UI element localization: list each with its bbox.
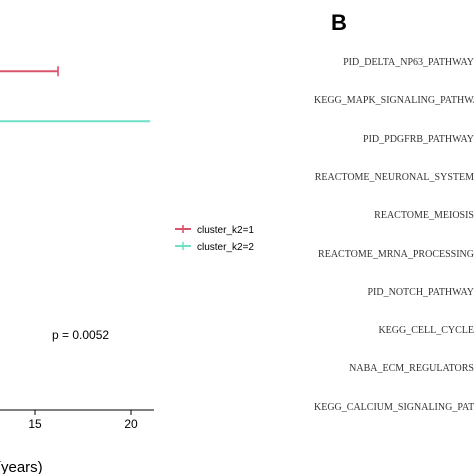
pathway-label: KEGG_CALCIUM_SIGNALING_PATHWAY: [314, 401, 474, 413]
p-value-annotation: p = 0.0052: [52, 328, 109, 342]
legend-label: cluster_k2=2: [197, 242, 254, 253]
pathway-label: REACTOME_MEIOSIS: [374, 210, 474, 222]
pathway-label: REACTOME_MRNA_PROCESSING: [318, 248, 474, 260]
pathway-label: KEGG_MAPK_SIGNALING_PATHWAY: [314, 95, 474, 107]
pathway-label: NABA_ECM_REGULATORS: [349, 363, 474, 375]
pathway-label: REACTOME_NEURONAL_SYSTEM: [314, 171, 474, 183]
x-tick-label: 20: [124, 417, 138, 431]
x-axis-label: (years): [0, 459, 43, 474]
pathway-label: PID_DELTA_NP63_PATHWAY: [343, 57, 474, 68]
pathway-label: KEGG_CELL_CYCLE: [378, 325, 474, 337]
pathway-label: PID_NOTCH_PATHWAY: [367, 286, 474, 298]
panel-b-label: B: [331, 10, 347, 35]
legend-label: cluster_k2=1: [197, 225, 254, 236]
pathway-label: PID_PDGFRB_PATHWAY: [363, 133, 474, 145]
x-tick-label: 15: [28, 417, 42, 431]
